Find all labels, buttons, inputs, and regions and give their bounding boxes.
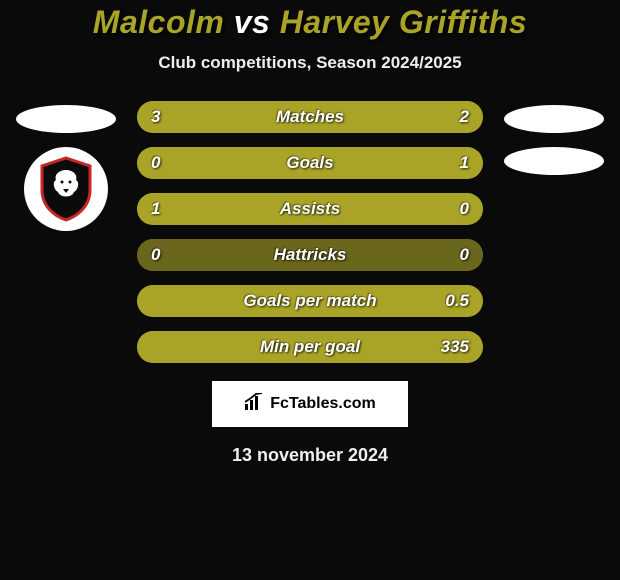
- club-badge-left: [24, 147, 108, 231]
- stat-value-right: 0: [460, 199, 469, 219]
- attribution-badge: FcTables.com: [212, 381, 408, 427]
- stat-label: Hattricks: [274, 245, 347, 265]
- stat-bar: 3 2 Matches: [137, 101, 483, 133]
- stat-value-right: 2: [460, 107, 469, 127]
- stat-bar: 1 0 Assists: [137, 193, 483, 225]
- stat-label: Goals: [286, 153, 333, 173]
- stat-value-right: 335: [441, 337, 469, 357]
- stat-fill-right: [199, 147, 483, 179]
- stat-bar: 0 0 Hattricks: [137, 239, 483, 271]
- stat-bar: 0.5 Goals per match: [137, 285, 483, 317]
- stat-fill-left: [137, 147, 199, 179]
- player-photo-placeholder: [504, 105, 604, 133]
- stat-value-left: 3: [151, 107, 160, 127]
- stat-value-left: 0: [151, 245, 160, 265]
- page-title: Malcolm vs Harvey Griffiths: [0, 4, 620, 41]
- stat-label: Matches: [276, 107, 344, 127]
- stat-label: Goals per match: [243, 291, 376, 311]
- comparison-infographic: Malcolm vs Harvey Griffiths Club competi…: [0, 0, 620, 580]
- stat-label: Min per goal: [260, 337, 360, 357]
- stat-value-left: 0: [151, 153, 160, 173]
- title-vs: vs: [234, 4, 271, 40]
- stat-label: Assists: [280, 199, 340, 219]
- stat-bar: 0 1 Goals: [137, 147, 483, 179]
- content-row: 3 2 Matches 0 1 Goals 1 0 Assists 0 0 Hattricks 0.5 G…: [0, 101, 620, 363]
- left-column: [11, 101, 121, 231]
- attribution-text: FcTables.com: [270, 395, 376, 413]
- stat-value-right: 1: [460, 153, 469, 173]
- stat-fill-right: [421, 193, 483, 225]
- shield-icon: [38, 156, 94, 222]
- player-photo-placeholder: [16, 105, 116, 133]
- date-label: 13 november 2024: [0, 445, 620, 466]
- club-badge-placeholder: [504, 147, 604, 175]
- title-right: Harvey Griffiths: [280, 4, 528, 40]
- stat-value-left: 1: [151, 199, 160, 219]
- chart-icon: [244, 393, 264, 416]
- title-left: Malcolm: [93, 4, 225, 40]
- right-column: [499, 101, 609, 175]
- stat-value-right: 0: [460, 245, 469, 265]
- subtitle: Club competitions, Season 2024/2025: [0, 53, 620, 73]
- stat-bars: 3 2 Matches 0 1 Goals 1 0 Assists 0 0 Hattricks 0.5 G…: [137, 101, 483, 363]
- stat-bar: 335 Min per goal: [137, 331, 483, 363]
- stat-value-right: 0.5: [445, 291, 469, 311]
